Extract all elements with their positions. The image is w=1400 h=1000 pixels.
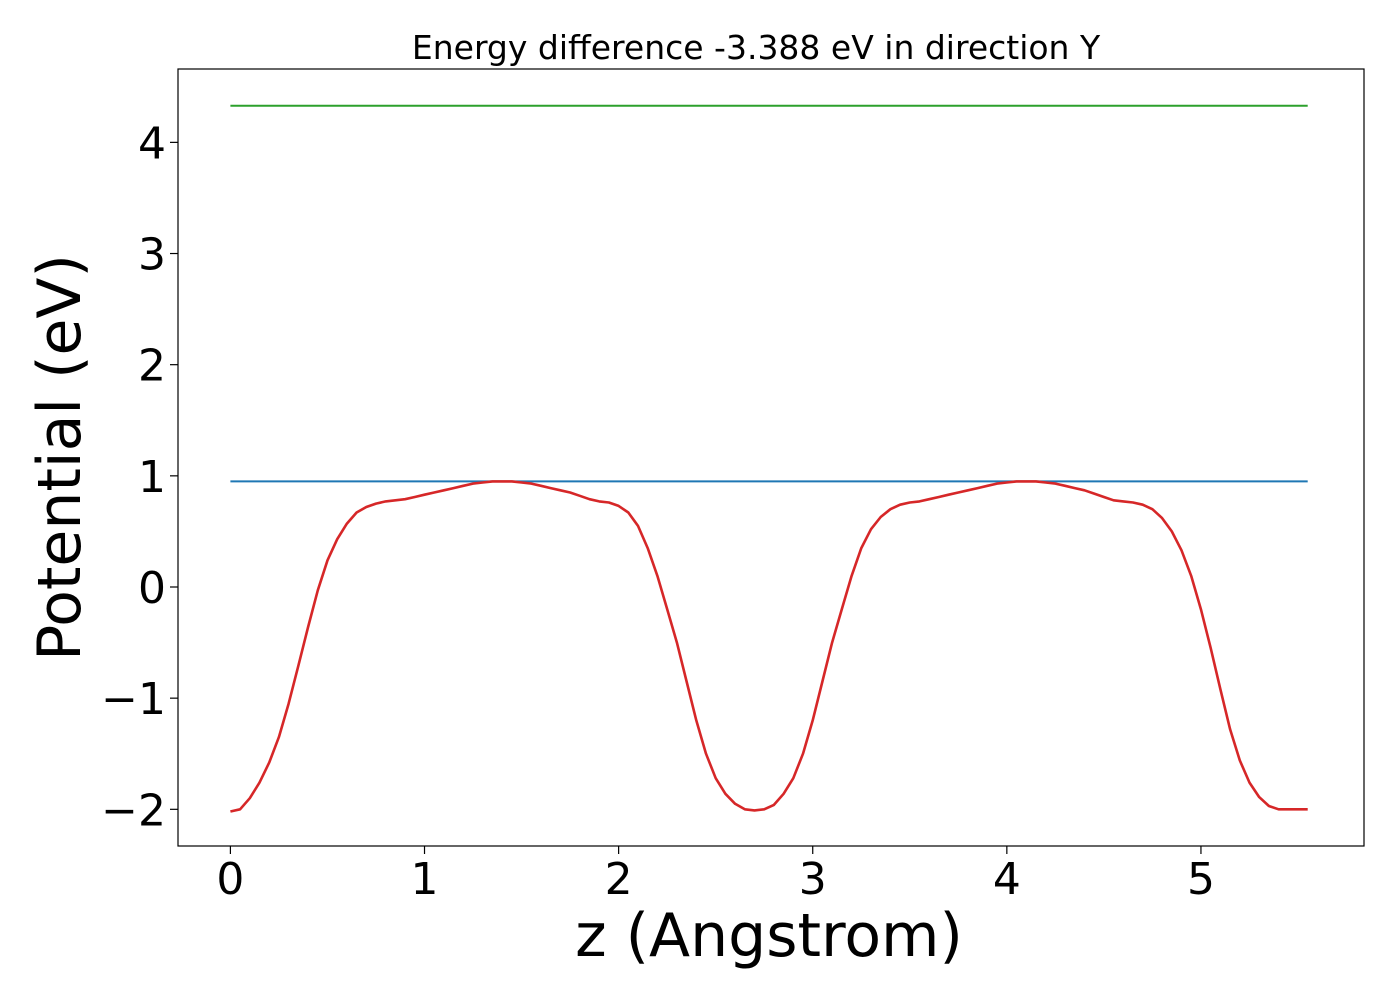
x-axis-label: z (Angstrom) <box>575 901 963 971</box>
x-tick-label: 5 <box>1187 854 1215 905</box>
y-tick-label: 1 <box>138 452 166 503</box>
y-tick-label: −2 <box>101 785 166 836</box>
series-line-planar-averaged-potential <box>230 480 1308 813</box>
plot-frame <box>177 68 1365 847</box>
x-tick-label: 4 <box>993 854 1021 905</box>
y-tick-label: 2 <box>138 341 166 392</box>
chart-title: Energy difference -3.388 eV in direction… <box>412 28 1101 67</box>
x-tick-label: 3 <box>799 854 827 905</box>
y-axis-label: Potential (eV) <box>25 254 95 661</box>
y-tick-label: 3 <box>138 230 166 281</box>
y-tick-label: −1 <box>101 674 166 725</box>
x-tick-label: 1 <box>411 854 439 905</box>
plot-area <box>230 104 1308 813</box>
y-axis: −2 −1 0 1 2 3 4 <box>101 118 178 836</box>
y-tick-label: 0 <box>138 563 166 614</box>
y-tick-label: 4 <box>138 118 166 169</box>
x-tick-label: 2 <box>605 854 633 905</box>
x-tick-label: 0 <box>216 854 244 905</box>
x-axis: 0 1 2 3 4 5 <box>216 846 1215 905</box>
